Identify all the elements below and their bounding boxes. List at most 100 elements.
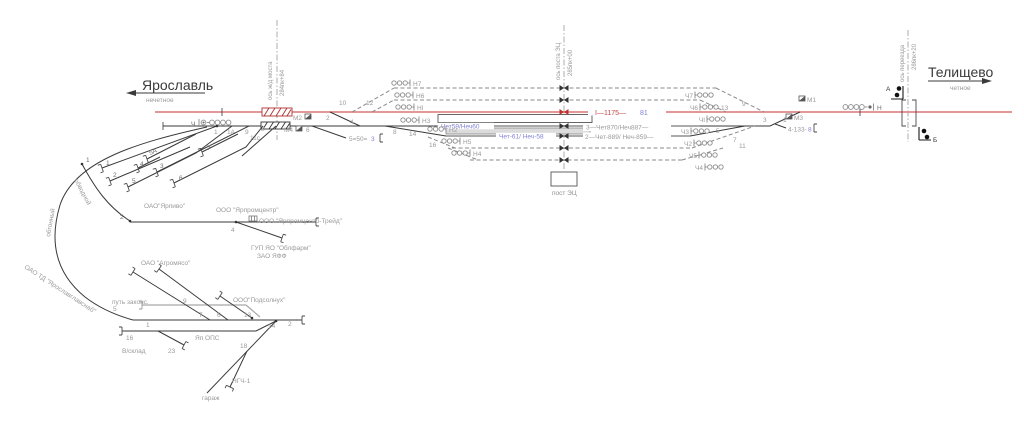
- signal-ni: НI: [417, 105, 424, 112]
- signal-ch4: Ч4: [695, 165, 703, 172]
- switch-m14: 14: [409, 131, 417, 138]
- track-5-left-conn: [427, 136, 456, 149]
- switch-m10: 10: [339, 100, 347, 107]
- track-6-right-conn: [699, 99, 727, 113]
- company-yarprom: ООО "Ярпромцентр": [216, 207, 279, 214]
- station-left: Ярославль нечетное: [126, 77, 213, 104]
- switch-numbers: 1 1А 9 8 11с 2 4 10 12 8 14 16 6 13 9 5 …: [214, 100, 787, 150]
- left-yard: 1 2 5 4 3 6 7 5А: [97, 125, 277, 193]
- label-stub-right: 4-133-: [788, 127, 807, 134]
- yard-track-2: 2: [113, 172, 117, 179]
- signal-a-label: А: [886, 86, 891, 93]
- axis-bridge: ось ж/д моста 284пк+84: [268, 20, 286, 140]
- switch-m4: 4: [350, 119, 354, 126]
- junction-1: 1: [86, 157, 90, 164]
- crossover-2-4: [329, 111, 361, 127]
- signal-n5: Н5: [463, 139, 472, 146]
- company-oblfarm: ГУП ЯО "Облфарм": [251, 244, 311, 252]
- label-stub-mid-num: 3: [371, 136, 375, 143]
- switch-l7: 7: [199, 312, 203, 319]
- curve-inner-label: обводной: [72, 177, 93, 207]
- switch-m12: 12: [366, 100, 374, 107]
- signal-b-label: Б: [933, 137, 937, 144]
- signal-n6: Н6: [416, 93, 425, 100]
- dwarf-signal-a: А: [886, 86, 904, 100]
- yard-track-4: 4: [140, 161, 144, 168]
- track-16-label: 16: [126, 335, 134, 342]
- label-track-i: I—1175—: [595, 110, 626, 117]
- axis-crossing-km: 286пк+20: [912, 43, 918, 70]
- platform-1: [437, 114, 593, 123]
- company-yarprom-trade: ООО "Ярпромцентр-Трейд": [259, 217, 343, 225]
- company-garage: гараж: [202, 395, 220, 402]
- yard-track-6: 6: [179, 175, 183, 182]
- switch-r1: 1: [783, 117, 787, 124]
- switch-1: 1: [214, 129, 218, 136]
- label-track-2: 2—Чет-889/ Неч-859—: [585, 134, 654, 141]
- yarprom-line: ООО "Ярпромцентр" ООО "Ярпромцентр-Трейд…: [130, 203, 343, 260]
- switch-8: 8: [261, 126, 265, 133]
- track-5-right-conn: [691, 125, 756, 149]
- company-yarpivo: ОАО"Ярпиво": [144, 203, 186, 210]
- arrow-right-icon: [982, 78, 992, 84]
- yard-track-5a: 5А: [148, 147, 159, 157]
- switch-l5: 5: [113, 306, 117, 313]
- station-left-name: Ярославль: [142, 77, 213, 93]
- signal-m2: М2: [293, 115, 302, 122]
- switch-11s: 11с: [250, 135, 261, 142]
- switch-r7: 7: [733, 137, 737, 144]
- switch-l6: 6: [217, 312, 221, 319]
- signal-ch2: Ч2: [684, 141, 692, 148]
- signal-ch3: Ч3: [681, 129, 689, 136]
- axis-crossing-label: ось переезда: [900, 44, 906, 82]
- switch-9: 9: [245, 129, 249, 136]
- switch-1a: 1А: [227, 129, 236, 136]
- track-2-left-merge: [384, 125, 447, 137]
- axis-ec-label: ось поста ЭЦ: [556, 42, 562, 80]
- arrow-left-icon: [126, 90, 136, 96]
- signal-m1: М1: [807, 97, 816, 104]
- track-6-left-conn: [371, 99, 395, 113]
- signal-m4: М4: [284, 127, 293, 134]
- label-track-3: 3—Чет870/Неч887—: [586, 125, 649, 132]
- switch-dots: [80, 124, 278, 323]
- company-ops: Яп ОПС: [195, 335, 220, 342]
- company-vsklad: В/склад: [122, 348, 146, 355]
- track-zakons-num: 9: [183, 298, 187, 305]
- signal-n4: Н4: [473, 151, 482, 158]
- switch-r9: 9: [742, 101, 746, 108]
- track-18-label: 18: [240, 343, 248, 350]
- axis-ec-km: 285пк+00: [568, 49, 574, 76]
- switch-l14: 14: [268, 323, 276, 330]
- signal-ch-entrance: Ч: [191, 121, 195, 128]
- signal-n7: Н7: [413, 81, 422, 88]
- track-l1: 1: [146, 322, 150, 329]
- label-track-3-blue: Чет59/Неч60: [441, 124, 480, 131]
- signal-chi: ЧI: [699, 117, 705, 124]
- level-crossing-icon: [901, 99, 917, 127]
- signals-n: Н7 Н6 НI Н3 Н2 Н5 Н4: [391, 79, 482, 158]
- curve-obgonny: [54, 126, 208, 321]
- switch-r11: 11: [739, 143, 746, 150]
- junction-2: 2: [120, 214, 124, 221]
- label-stub-right-num: 8: [808, 127, 812, 134]
- signal-ch5: Ч5: [689, 153, 697, 160]
- yard-track-1: 1: [106, 160, 110, 167]
- label-track-2-blue: Чет-61/ Неч-58: [499, 134, 544, 141]
- yard-track-7: 7: [207, 145, 211, 152]
- td-yaroslavglavsnab-label: ОАО ТД "Ярославглавснаб": [23, 263, 98, 316]
- track-l2: 2: [288, 321, 292, 328]
- bridge-symbol-black: [260, 121, 291, 130]
- stub-right-track: [774, 123, 787, 129]
- company-yaff: ЗАО ЯФФ: [257, 253, 287, 260]
- axis-ec-post: ось поста ЭЦ 285пк+00: [556, 25, 574, 171]
- track-7-right-conn: [715, 87, 765, 113]
- switch-r5: 5: [716, 128, 720, 135]
- track-zakons-label: путь законс.: [112, 299, 149, 306]
- dwarf-signal-b: Б: [918, 127, 937, 144]
- yard-track-5: 5: [132, 178, 136, 185]
- switch-m2: 2: [326, 115, 330, 122]
- switch-r13: 13: [721, 105, 729, 112]
- bridge-symbol-red: [261, 107, 293, 117]
